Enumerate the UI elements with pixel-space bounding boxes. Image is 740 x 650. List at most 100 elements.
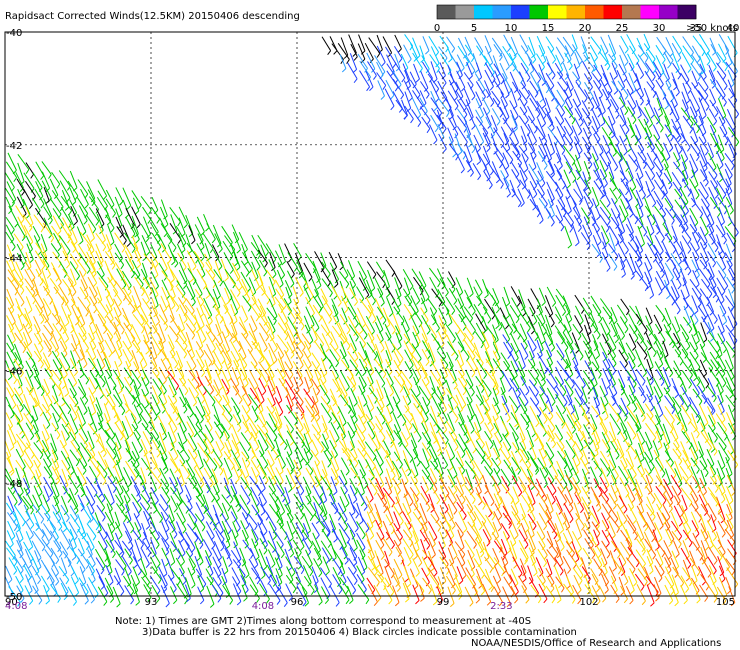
wind-barb — [708, 225, 716, 242]
wind-barb-flag — [597, 241, 602, 246]
wind-barb-flag — [595, 176, 600, 181]
wind-barb-flag — [66, 250, 71, 256]
wind-barb — [601, 144, 612, 163]
wind-barb-flag — [105, 400, 109, 406]
wind-barb-flag — [614, 166, 619, 172]
color-scale-legend: 051015202530354045>50 knots — [434, 4, 739, 34]
wind-barb — [220, 296, 229, 311]
wind-barb — [475, 322, 486, 341]
wind-barb — [170, 214, 178, 231]
wind-barb — [251, 234, 261, 253]
wind-barb-flag — [125, 409, 130, 414]
wind-barb-flag — [525, 158, 529, 163]
wind-barb-flag — [550, 198, 555, 203]
wind-barb-flag — [646, 193, 651, 198]
wind-barb — [485, 358, 496, 373]
wind-barb — [51, 171, 61, 185]
wind-barb-flag — [446, 112, 450, 118]
wind-barb-flag — [12, 404, 17, 410]
wind-barb — [664, 207, 675, 221]
wind-barb-flag — [181, 293, 186, 298]
wind-barb-flag — [558, 219, 564, 224]
wind-barb — [49, 277, 59, 291]
wind-barb — [96, 270, 109, 287]
wind-barb-flag — [218, 341, 223, 346]
wind-barb — [247, 348, 258, 365]
wind-barb-flag — [73, 371, 78, 377]
wind-barb — [304, 324, 314, 341]
wind-barb — [601, 127, 612, 142]
wind-barb-flag — [198, 345, 204, 350]
wind-barb — [51, 350, 63, 367]
wind-barb — [715, 224, 727, 241]
wind-barb-flag — [419, 68, 423, 73]
wind-barb — [691, 70, 699, 85]
wind-barb — [539, 393, 547, 409]
wind-barb-flag — [693, 169, 699, 174]
wind-barb — [637, 54, 650, 71]
wind-barb-flag — [215, 256, 220, 262]
wind-barb — [395, 332, 402, 347]
wind-barb — [591, 187, 600, 205]
wind-barb — [79, 367, 90, 381]
wind-barb — [502, 45, 514, 63]
wind-barb — [89, 395, 97, 413]
wind-barb — [131, 260, 141, 276]
wind-barb — [709, 125, 719, 144]
wind-barb — [277, 322, 289, 337]
wind-barb — [519, 106, 529, 121]
wind-barb-flag — [561, 112, 566, 117]
wind-barb-flag — [30, 188, 35, 193]
wind-barb — [503, 34, 512, 49]
wind-barb — [692, 269, 700, 285]
wind-barb — [86, 251, 96, 271]
wind-barb — [484, 298, 496, 316]
wind-barb — [185, 323, 196, 336]
wind-barb-flag — [362, 286, 367, 291]
wind-barb — [366, 342, 378, 357]
wind-barb — [697, 231, 708, 247]
wind-barb-flag — [541, 321, 546, 327]
wind-barb — [276, 342, 285, 356]
wind-barb-flag — [696, 128, 700, 134]
wind-barb-flag — [598, 374, 602, 379]
color-scale-border — [436, 4, 697, 20]
wind-barb — [564, 52, 573, 67]
wind-barb — [647, 141, 658, 158]
wind-barb — [681, 170, 689, 185]
wind-barb — [510, 109, 518, 127]
wind-barb-flag — [731, 132, 736, 138]
wind-barb — [294, 277, 304, 293]
wind-barb — [321, 261, 331, 275]
wind-barb — [728, 55, 738, 72]
wind-barb — [662, 241, 671, 259]
wind-barb-flag — [601, 110, 606, 116]
wind-barb — [258, 312, 270, 330]
wind-barb — [17, 188, 25, 205]
wind-barb-flag — [533, 128, 538, 134]
wind-barb — [222, 280, 233, 298]
wind-barb — [125, 216, 136, 235]
wind-barb-flag — [598, 318, 603, 324]
wind-barb — [25, 422, 35, 437]
wind-barb-flag — [719, 178, 724, 183]
wind-barb-flag — [696, 433, 700, 439]
wind-barb — [715, 80, 726, 96]
wind-barb — [419, 106, 431, 121]
wind-barb-flag — [73, 416, 78, 421]
wind-barb — [726, 109, 737, 128]
wind-barb — [105, 214, 115, 229]
wind-barb-flag — [565, 376, 570, 382]
wind-barb-flag — [476, 160, 481, 165]
wind-barb-flag — [37, 251, 42, 256]
wind-barb — [717, 241, 726, 256]
wind-barb — [655, 304, 666, 318]
wind-barb-flag — [46, 424, 51, 429]
wind-barb-flag — [569, 227, 574, 233]
wind-barb-flag — [560, 60, 565, 65]
wind-barb-flag — [433, 106, 439, 112]
wind-barb-flag — [62, 329, 67, 335]
wind-barb — [628, 144, 638, 159]
wind-barb-flag — [688, 383, 692, 389]
wind-barb — [593, 133, 604, 152]
